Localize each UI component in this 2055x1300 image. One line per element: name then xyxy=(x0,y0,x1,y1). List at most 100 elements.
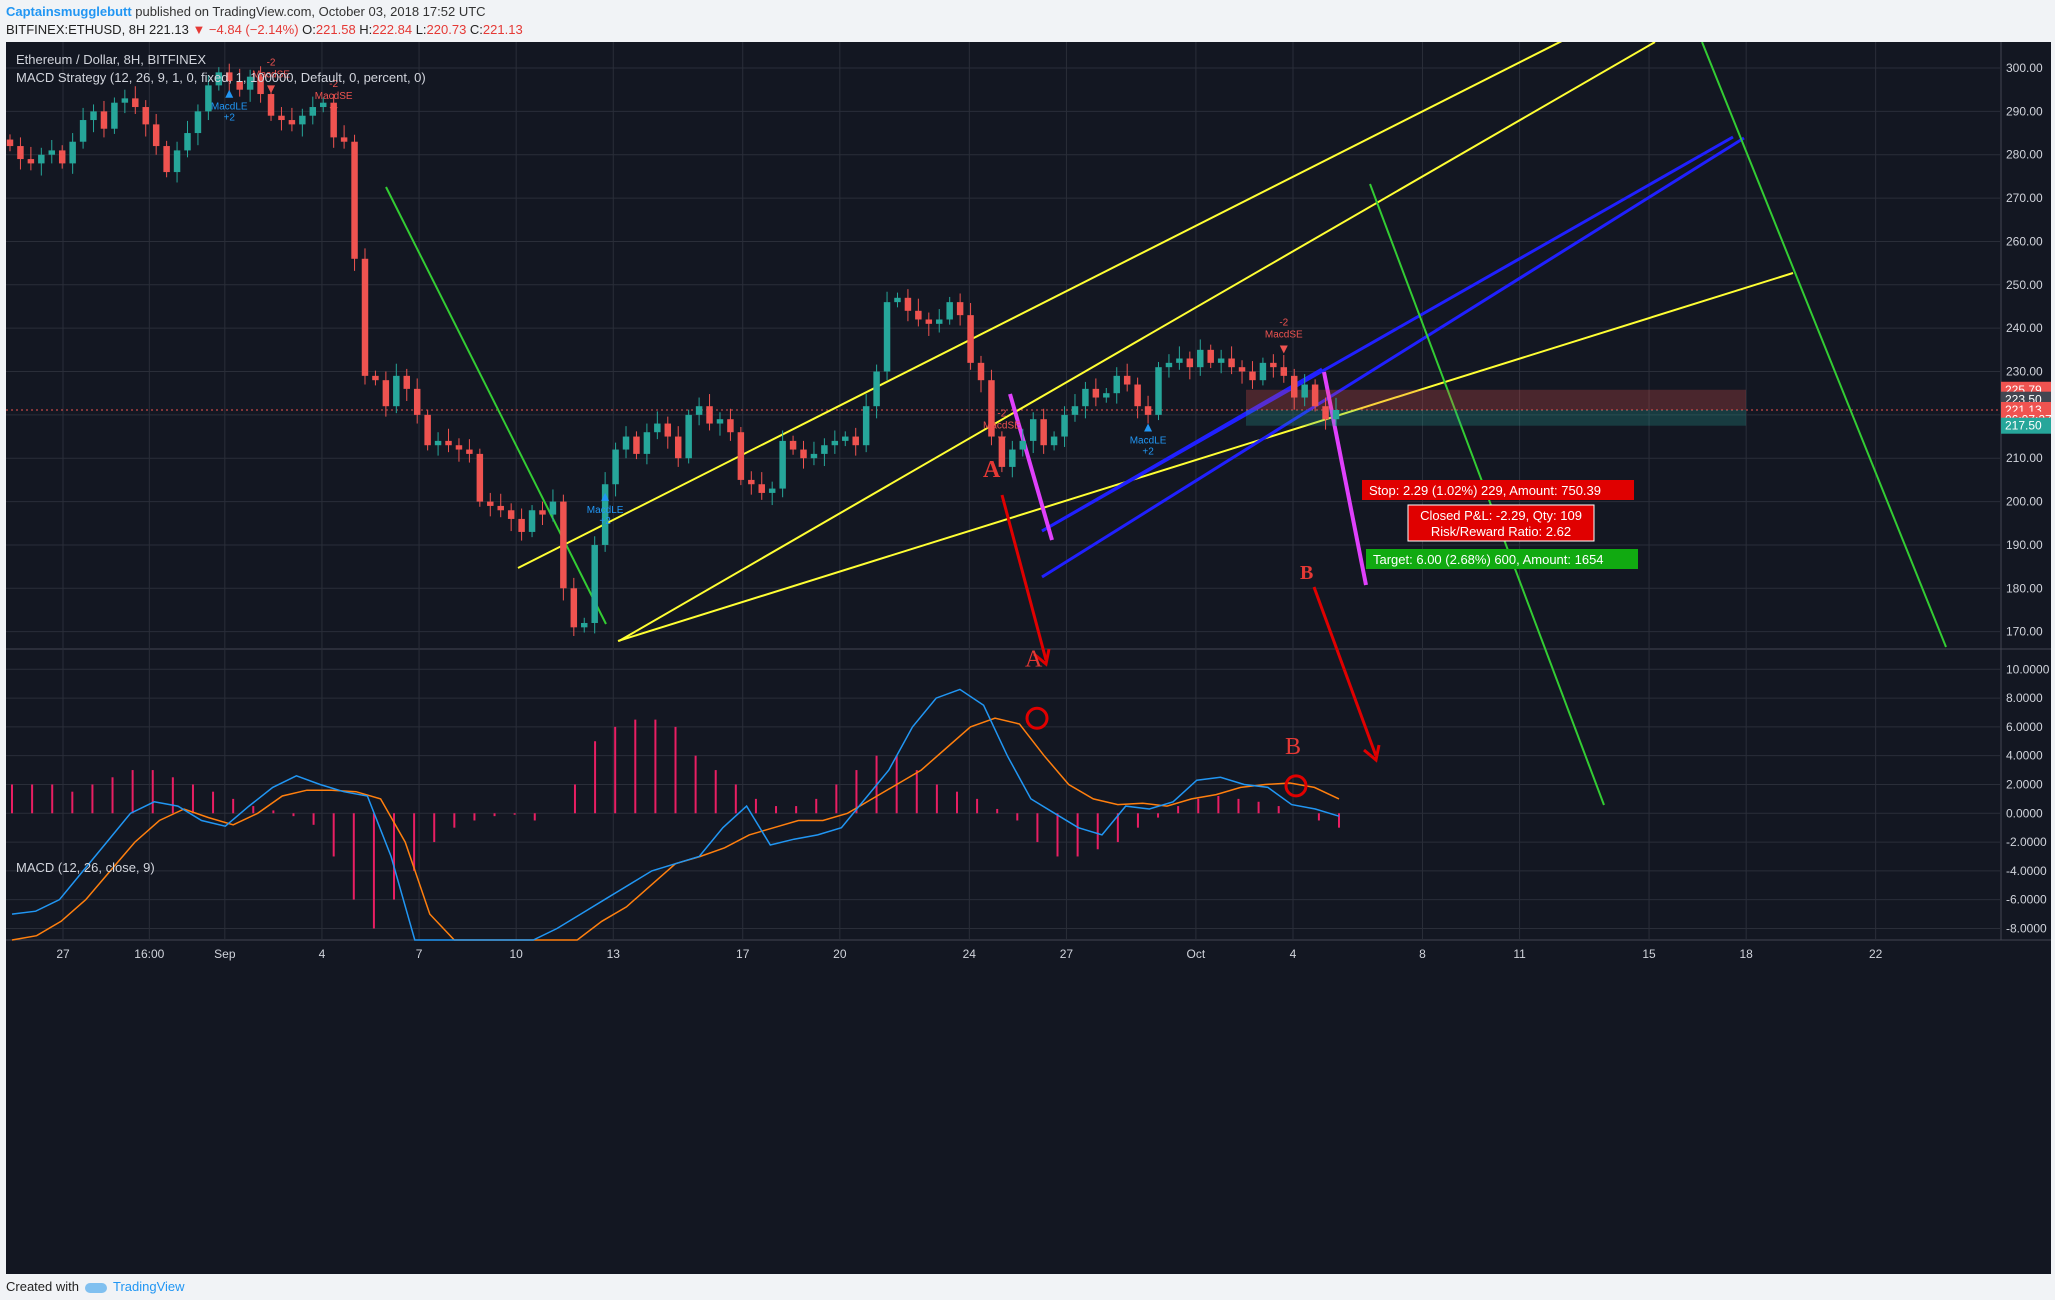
candle-body xyxy=(654,423,661,433)
marker-qty: +2 xyxy=(1142,447,1154,458)
candle-body xyxy=(267,94,275,116)
marker-label: MacdLE xyxy=(211,102,248,113)
footer-tradingview-link[interactable]: TradingView xyxy=(112,1279,185,1294)
green-parallel-2 xyxy=(1701,42,1947,648)
ohlc-high: 222.84 xyxy=(372,22,413,37)
price-badge-label: 217.50 xyxy=(2005,419,2042,433)
candle-body xyxy=(737,432,745,480)
candle-body xyxy=(1238,367,1246,372)
arrow-down-icon xyxy=(1279,345,1288,354)
arrow-up-icon xyxy=(601,492,610,501)
symbol-text: BITFINEX:ETHUSD, 8H xyxy=(6,22,146,37)
time-tick-label: 10 xyxy=(509,947,523,961)
candle-body xyxy=(215,72,223,86)
candle-body xyxy=(1071,406,1079,415)
candle-body xyxy=(706,406,713,424)
blue-channel-upper xyxy=(1041,367,1323,533)
candle-body xyxy=(100,111,108,129)
candle-body xyxy=(58,150,66,164)
macd-tick-label: 4.0000 xyxy=(2006,749,2043,763)
candle-body xyxy=(862,406,870,446)
candle-body xyxy=(915,310,922,320)
time-tick-label: 16:00 xyxy=(134,947,164,961)
candle-body xyxy=(236,81,243,90)
arrow-down-icon xyxy=(329,107,338,116)
price-tick-label: 180.00 xyxy=(2006,581,2043,595)
candle-body xyxy=(810,453,818,459)
candle-body xyxy=(184,133,191,151)
last-price: 221.13 xyxy=(149,22,189,37)
magenta-swing-a xyxy=(1008,393,1054,541)
candle-body xyxy=(946,302,953,320)
candle-body xyxy=(664,423,672,437)
candle-body xyxy=(1103,393,1110,398)
annotation-a-price: A xyxy=(983,457,1001,483)
channel-upper-yellow xyxy=(517,42,1563,569)
author-link[interactable]: Captainsmugglebutt xyxy=(6,4,132,19)
time-tick-label: 7 xyxy=(416,947,423,961)
candle-body xyxy=(1113,375,1120,394)
candle-body xyxy=(528,510,536,532)
candle-body xyxy=(48,150,56,155)
candle-body xyxy=(299,115,306,125)
candle-body xyxy=(1301,384,1308,398)
candle-body xyxy=(173,150,181,173)
blue-channel-lower xyxy=(1041,136,1745,579)
time-tick-label: 22 xyxy=(1869,947,1883,961)
candle-body xyxy=(560,501,567,589)
time-tick-label: 27 xyxy=(1060,947,1074,961)
candle-body xyxy=(1092,388,1100,398)
price-tick-label: 240.00 xyxy=(2006,321,2043,335)
candle-body xyxy=(507,510,515,519)
marker-label: MacdSE xyxy=(1265,330,1303,341)
candle-body xyxy=(309,107,317,116)
price-tick-label: 170.00 xyxy=(2006,625,2043,639)
annotation-a-macd: A xyxy=(1025,646,1043,672)
candle-body xyxy=(622,436,630,450)
magenta-swing-b xyxy=(1322,371,1368,586)
candle-body xyxy=(1259,362,1267,381)
chart-area[interactable]: A B Stop: 2.29 (1.02%) 229, Amount: 750.39… xyxy=(6,42,2051,1274)
tradingview-logo-icon[interactable] xyxy=(84,1282,107,1293)
candle-body xyxy=(257,76,264,95)
macd-tick-label: 8.0000 xyxy=(2006,691,2043,705)
candle-body xyxy=(1144,406,1152,415)
candle-body xyxy=(883,302,891,372)
marker-qty: -2 xyxy=(997,409,1006,420)
candle-body xyxy=(674,436,682,459)
candle-body xyxy=(121,98,129,103)
candle-body xyxy=(372,375,379,381)
channel-lower-extend xyxy=(617,272,1794,642)
ohlc-o-label: O: xyxy=(302,22,316,37)
candle-body xyxy=(1290,375,1298,398)
price-tick-label: 230.00 xyxy=(2006,365,2043,379)
arrow-head-icon xyxy=(1033,648,1051,667)
candle-body xyxy=(549,501,557,515)
ohlc-l-label: L: xyxy=(415,22,427,37)
candle-body xyxy=(936,319,943,324)
candle-body xyxy=(831,440,839,446)
candle-body xyxy=(1050,436,1058,446)
marker-label: MacdLE xyxy=(1130,436,1167,447)
circle-b-icon xyxy=(1284,774,1308,798)
price-tick-label: 210.00 xyxy=(2006,451,2043,465)
arrow-up-icon xyxy=(1144,423,1153,432)
chart-svg[interactable]: A B Stop: 2.29 (1.02%) 229, Amount: 750.39… xyxy=(6,42,2051,1274)
candle-body xyxy=(132,98,139,108)
time-tick-label: 11 xyxy=(1513,947,1526,961)
arrow-up-icon xyxy=(225,89,234,98)
candle-body xyxy=(967,315,974,363)
candle-body xyxy=(476,453,484,502)
candle-body xyxy=(1280,367,1288,376)
time-tick-label: 4 xyxy=(319,947,326,961)
candle-body xyxy=(894,297,901,303)
candle-body xyxy=(925,319,933,324)
candle-body xyxy=(194,111,202,134)
time-tick-label: 18 xyxy=(1739,947,1753,961)
candle-body xyxy=(1332,409,1340,420)
candle-body xyxy=(1019,440,1027,450)
time-tick-label: 8 xyxy=(1419,947,1426,961)
candle-body xyxy=(977,362,985,381)
channel-lower-yellow xyxy=(618,42,1656,642)
candle-body xyxy=(90,111,97,121)
